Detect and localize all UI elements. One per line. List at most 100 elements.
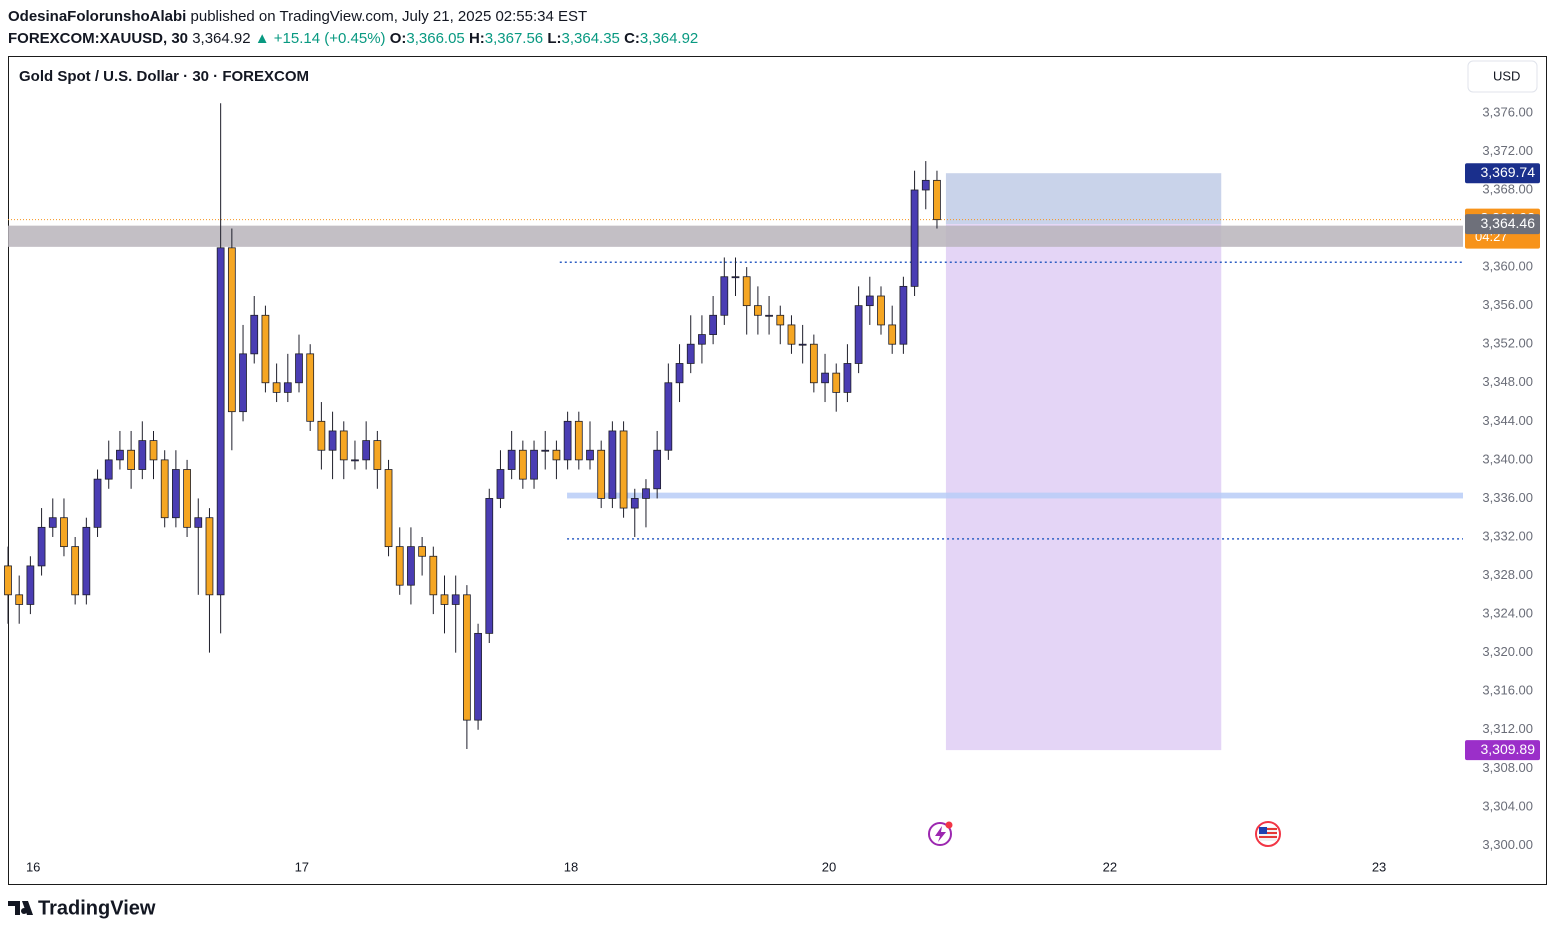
candle-body — [4, 565, 12, 596]
price-label-box — [1465, 214, 1540, 235]
candle-body — [429, 555, 438, 596]
author: OdesinaFolorunshoAlabi — [8, 8, 187, 25]
candle-body — [440, 594, 449, 605]
candle-body — [608, 430, 617, 499]
candle-body — [328, 430, 337, 451]
x-tick-label: 18 — [564, 859, 578, 874]
candle-body — [362, 440, 371, 461]
candle-body — [664, 382, 673, 451]
zone — [8, 225, 1463, 247]
candle-body — [283, 382, 292, 393]
candle-body — [809, 343, 818, 384]
last-price: 3,364.92 — [192, 30, 251, 47]
plot: 3,300.00 3,304.00 3,308.00 3,312.00 3,316.00… — [4, 103, 1533, 874]
y-tick-label: 3,328.00 — [1482, 567, 1533, 582]
position-target — [945, 173, 1222, 225]
candle-body — [552, 449, 561, 461]
candle-body — [653, 449, 662, 490]
candle-body — [899, 285, 908, 345]
candle-body — [272, 382, 281, 393]
ohlc-label: H: — [468, 30, 485, 47]
candle-body — [194, 517, 203, 528]
candle-body — [765, 314, 773, 317]
candle-body — [306, 353, 315, 422]
ohlc: O:3,366.05 H:3,367.56 L:3,364.35 C:3,364… — [390, 30, 699, 47]
x-tick-label: 23 — [1372, 859, 1386, 874]
candle-body — [742, 276, 751, 307]
candle-body — [48, 517, 57, 528]
y-tick-label: 3,304.00 — [1482, 798, 1533, 813]
candle-body — [865, 295, 874, 307]
publish-line: OdesinaFolorunshoAlabi published on Trad… — [8, 6, 698, 28]
price-label: 3,369.74 — [1481, 164, 1536, 180]
candle-body — [541, 449, 550, 452]
x-tick-label: 20 — [822, 859, 836, 874]
candle-body — [82, 526, 91, 596]
candle-body — [910, 189, 919, 287]
position-stop — [945, 224, 1222, 751]
candle-body — [227, 247, 236, 413]
candle-body — [776, 314, 785, 326]
candle-body — [239, 353, 247, 413]
y-tick-label: 3,348.00 — [1482, 374, 1533, 389]
candle-body — [295, 353, 303, 384]
candle-body — [26, 565, 35, 605]
y-tick-label: 3,368.00 — [1482, 181, 1533, 196]
candle-body — [720, 276, 729, 316]
y-tick-label: 3,324.00 — [1482, 606, 1533, 621]
y-tick-label: 3,316.00 — [1482, 683, 1533, 698]
y-tick-label: 3,300.00 — [1482, 837, 1533, 852]
ohlc-label: L: — [547, 30, 562, 47]
candle-body — [407, 546, 415, 586]
candle-body — [843, 363, 852, 393]
candle-body — [138, 440, 147, 470]
candle-body — [474, 632, 482, 721]
candle-body — [832, 372, 841, 393]
candle-body — [530, 449, 538, 480]
candle-body — [384, 469, 393, 548]
quote-line: FOREXCOM:XAUUSD, 30 3,364.92 ▲ +15.14 (+… — [8, 28, 698, 50]
frame — [8, 56, 1547, 885]
y-tick-label: 3,336.00 — [1482, 490, 1533, 505]
candle-body — [574, 420, 583, 461]
x-tick-label: 16 — [26, 859, 40, 874]
published: published on TradingView.com, July 21, 2… — [190, 8, 588, 25]
candle-body — [160, 459, 169, 519]
candle-body — [339, 430, 348, 461]
candle-body — [798, 343, 807, 346]
candle-body — [351, 459, 359, 462]
candle-body — [888, 324, 897, 345]
candle-body — [463, 594, 471, 721]
candle-body — [754, 305, 762, 316]
candle-body — [317, 420, 326, 451]
ohlc-label: C: — [624, 30, 640, 47]
candle-body — [921, 179, 930, 191]
candle-body — [205, 517, 214, 596]
candle-body — [216, 247, 225, 596]
candle-body — [104, 459, 113, 480]
zone — [567, 492, 1463, 499]
price-label-box — [1465, 163, 1540, 184]
candle-body — [250, 314, 259, 355]
change: ▲ +15.14 (+0.45%) — [254, 30, 386, 47]
logo — [8, 901, 33, 915]
candle-body — [496, 469, 505, 499]
candle-body — [15, 594, 24, 605]
ohlc-value: 3,364.92 — [639, 30, 699, 47]
candle-body — [71, 546, 80, 596]
candle-body — [37, 526, 46, 567]
currency-button[interactable] — [1467, 60, 1538, 93]
brand: TradingView — [38, 897, 156, 919]
candle-body — [686, 343, 695, 364]
candle-body — [60, 517, 68, 548]
chart-title: Gold Spot / U.S. Dollar · 30 · FOREXCOM — [19, 68, 309, 85]
candle-body — [933, 179, 941, 221]
candle-body — [709, 314, 717, 335]
candle-body — [619, 430, 628, 509]
candle-body — [261, 314, 270, 384]
candle-body — [183, 469, 191, 528]
x-tick-label: 17 — [295, 859, 309, 874]
candle-body — [116, 449, 124, 461]
